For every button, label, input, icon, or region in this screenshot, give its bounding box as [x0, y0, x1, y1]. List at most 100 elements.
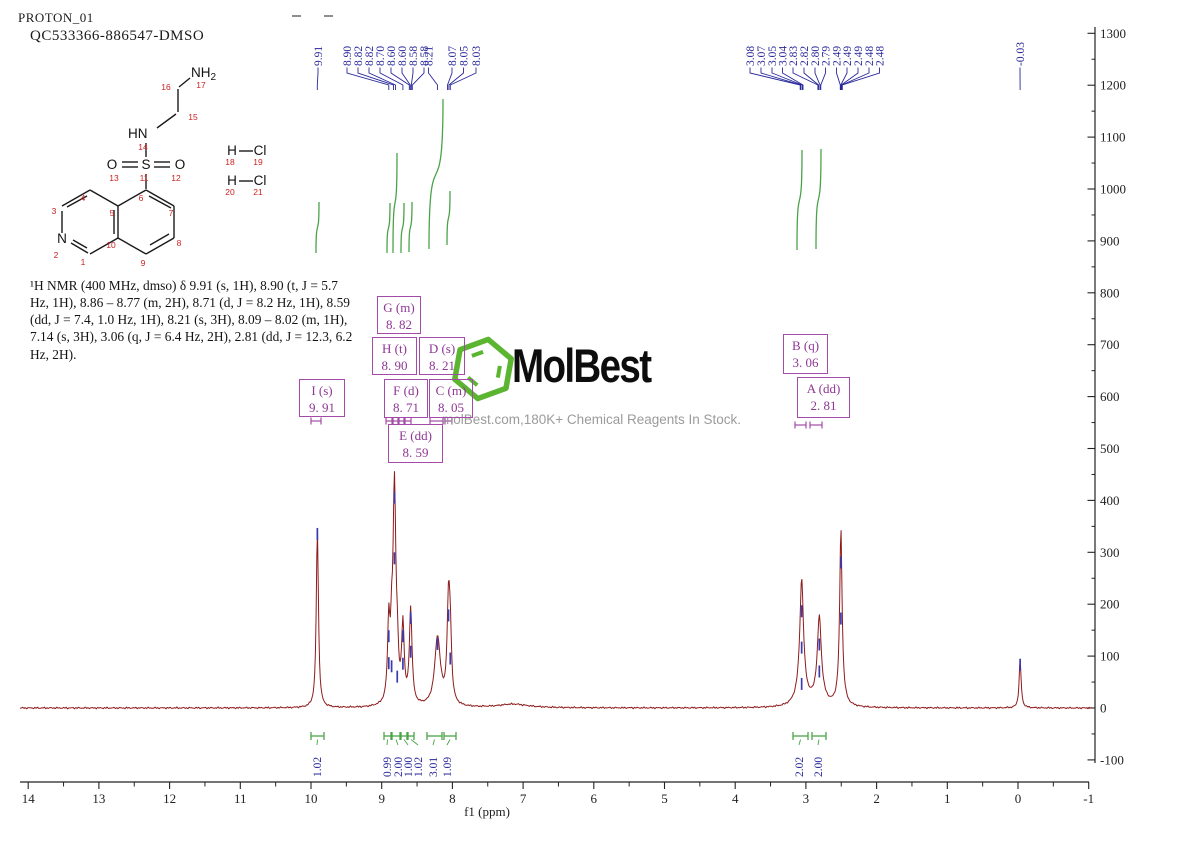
svg-text:1100: 1100 — [1100, 130, 1126, 145]
svg-text:1.02: 1.02 — [413, 757, 425, 777]
assignment-box-F[interactable]: F (d) 8. 71 — [384, 379, 428, 418]
assignment-box-G[interactable]: G (m) 8. 82 — [377, 296, 421, 334]
svg-text:7: 7 — [169, 208, 174, 218]
svg-text:8.58: 8.58 — [408, 46, 420, 66]
svg-text:8: 8 — [177, 238, 182, 248]
svg-text:8.05: 8.05 — [459, 46, 471, 66]
svg-text:0: 0 — [1100, 701, 1107, 716]
svg-text:3.05: 3.05 — [767, 46, 779, 66]
atom-label: N — [57, 231, 67, 246]
svg-text:3.01: 3.01 — [428, 757, 440, 777]
svg-text:-0.03: -0.03 — [1015, 42, 1027, 66]
svg-text:0.99: 0.99 — [382, 757, 394, 777]
atom-label: O — [107, 157, 118, 172]
svg-text:12: 12 — [163, 791, 176, 806]
atom-label: HN — [128, 126, 148, 141]
assignment-box-I[interactable]: I (s) 9. 91 — [299, 379, 345, 417]
assignment-shift: 3. 06 — [792, 355, 819, 371]
svg-text:8.90: 8.90 — [342, 46, 354, 66]
svg-text:2.48: 2.48 — [875, 46, 887, 66]
svg-text:1300: 1300 — [1100, 26, 1126, 41]
svg-text:8.60: 8.60 — [397, 46, 409, 66]
svg-text:8.07: 8.07 — [447, 46, 459, 66]
svg-text:9.91: 9.91 — [313, 46, 325, 66]
svg-text:2.00: 2.00 — [393, 757, 405, 777]
svg-text:2.49: 2.49 — [832, 46, 844, 66]
svg-text:3.04: 3.04 — [778, 46, 790, 66]
svg-text:18: 18 — [225, 157, 235, 167]
svg-text:1000: 1000 — [1100, 182, 1126, 197]
assignment-shift: 8. 90 — [381, 358, 408, 374]
svg-text:400: 400 — [1100, 493, 1120, 508]
svg-text:9: 9 — [378, 791, 385, 806]
assignment-label: H (t) — [382, 341, 407, 356]
assignment-shift: 8. 71 — [393, 400, 419, 416]
svg-text:1: 1 — [944, 791, 951, 806]
assignment-label: B (q) — [791, 338, 820, 353]
svg-text:4: 4 — [732, 791, 739, 806]
assignment-shift: 8. 82 — [386, 317, 412, 333]
svg-text:10: 10 — [106, 240, 116, 250]
assignment-label: E (dd) — [399, 428, 432, 443]
svg-text:2.02: 2.02 — [794, 757, 806, 777]
assignment-label: C (m) — [435, 383, 467, 398]
svg-text:0: 0 — [1015, 791, 1022, 806]
watermark-tagline: molBest.com,180K+ Chemical Reagents In S… — [442, 412, 742, 427]
svg-text:3.08: 3.08 — [745, 46, 757, 66]
svg-text:3.07: 3.07 — [756, 46, 768, 66]
assignment-box-C[interactable]: C (m) 8. 05 — [429, 379, 473, 418]
svg-text:2.83: 2.83 — [788, 46, 800, 66]
svg-text:100: 100 — [1100, 649, 1120, 664]
atom-label: NH2 — [191, 65, 217, 83]
svg-text:12: 12 — [171, 173, 181, 183]
svg-text:1.09: 1.09 — [442, 757, 454, 777]
svg-text:2.48: 2.48 — [864, 46, 876, 66]
assignment-label: F (d) — [393, 383, 419, 398]
atom-label: Cl — [254, 143, 267, 158]
svg-text:2.79: 2.79 — [821, 46, 833, 66]
nmr-assignment-text: ¹H NMR (400 MHz, dmso) δ 9.91 (s, 1H), 8… — [30, 278, 353, 362]
assignment-label: G (m) — [383, 300, 415, 315]
svg-text:2: 2 — [54, 250, 59, 260]
svg-text:8.70: 8.70 — [375, 46, 387, 66]
svg-text:21: 21 — [253, 187, 263, 197]
svg-text:8: 8 — [449, 791, 456, 806]
svg-text:2.80: 2.80 — [810, 46, 822, 66]
assignment-label: I (s) — [311, 383, 333, 398]
svg-text:8.58: 8.58 — [419, 46, 431, 66]
svg-text:-1: -1 — [1083, 791, 1094, 806]
svg-text:6: 6 — [139, 193, 144, 203]
assignment-box-B[interactable]: B (q) 3. 06 — [783, 334, 828, 374]
svg-text:17: 17 — [196, 80, 206, 90]
svg-text:3: 3 — [803, 791, 810, 806]
sample-id: QC533366-886547-DMSO — [30, 28, 205, 44]
assignment-box-E[interactable]: E (dd) 8. 59 — [388, 424, 443, 463]
svg-text:14: 14 — [138, 142, 148, 152]
assignment-box-D[interactable]: D (s) 8. 21 — [419, 337, 465, 375]
assignment-shift: 8. 05 — [438, 400, 464, 416]
assignment-label: D (s) — [428, 341, 456, 356]
svg-text:700: 700 — [1100, 337, 1120, 352]
svg-text:8.82: 8.82 — [353, 46, 365, 66]
svg-text:8.82: 8.82 — [364, 46, 376, 66]
svg-text:5: 5 — [110, 208, 115, 218]
svg-text:5: 5 — [661, 791, 668, 806]
assignment-shift: 2. 81 — [810, 398, 837, 414]
assignment-box-A[interactable]: A (dd) 2. 81 — [797, 377, 850, 418]
svg-text:9: 9 — [141, 258, 146, 268]
svg-text:4: 4 — [81, 193, 86, 203]
svg-text:8.21: 8.21 — [424, 46, 436, 66]
atom-label: H — [227, 143, 237, 158]
svg-text:1: 1 — [81, 257, 86, 267]
svg-text:10: 10 — [305, 791, 318, 806]
atom-label: S — [141, 157, 150, 172]
svg-text:2.49: 2.49 — [842, 46, 854, 66]
svg-text:2.82: 2.82 — [799, 46, 811, 66]
svg-text:19: 19 — [253, 157, 263, 167]
svg-text:300: 300 — [1100, 545, 1120, 560]
svg-text:8.03: 8.03 — [471, 46, 483, 66]
assignment-box-H[interactable]: H (t) 8. 90 — [372, 337, 417, 375]
svg-text:1.02: 1.02 — [312, 757, 324, 777]
svg-text:900: 900 — [1100, 233, 1120, 248]
